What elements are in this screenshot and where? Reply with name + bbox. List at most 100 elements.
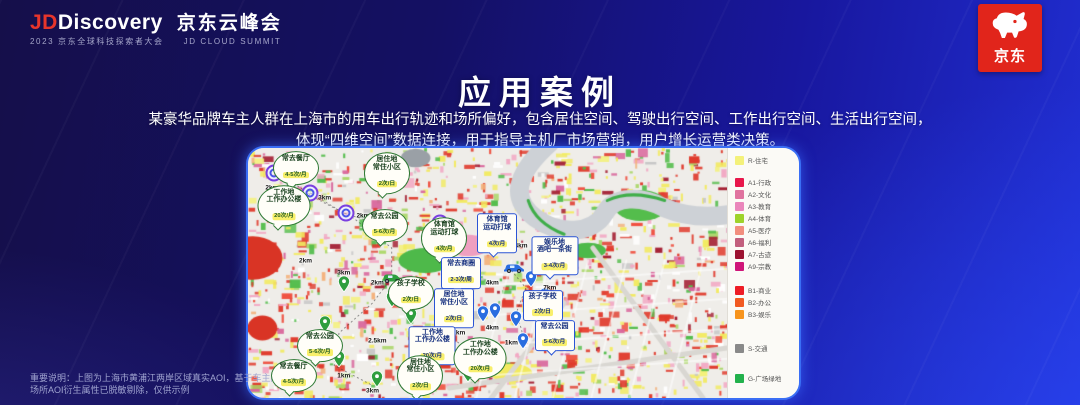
legend-color-chip [735,297,744,307]
legend-item: S-交通 [735,342,795,354]
poi-bubble: 常去商圈 2-3次/周 [441,257,482,289]
legend-color-chip [735,189,744,199]
poi-bubble: 娱乐地 酒吧一条街 3-4次/月 [531,235,579,276]
legend-item: A5-医疗 [735,224,795,236]
map-panel: 2km 3km 2km 2km 3km 4km 7km 1km 2.5km 2km 4km 1km 3k… [246,146,801,400]
footnote-line-1: 重要说明：上图为上海市黄浦江两岸区域真实AOI，基于车主隐私， [30,373,298,383]
poi-bubble: 体育馆 运动打球 4次/月 [477,213,518,253]
poi-visit-frequency: 4-5次/月 [280,379,307,386]
footnote-line-2: 场所AOI衍生属性已脱敏剔除，仅供示例 [30,385,190,395]
map-pin-blue-icon [476,304,489,322]
poi-bubble-title: 孩子学校 [528,292,557,300]
legend-color-chip [735,373,744,383]
poi-bubble-title: 工作办公楼 [462,349,498,357]
intro-line-1: 某豪华品牌车主人群在上海市的用车出行轨迹和场所偏好，包含居住空间、驾驶出行空间、… [148,112,932,128]
jd-logo: 京东 [978,4,1042,72]
jdd-logo-text: JDDiscovery [30,12,163,33]
legend-color-chip [735,201,744,211]
poi-visit-frequency: 2次/日 [443,315,465,323]
poi-bubble-title: 工作地 [469,341,491,349]
poi-bubble-title: 常去公园 [540,322,569,330]
poi-bubble: 工作地 工作办公楼 20次/月 [453,337,507,379]
poi-bubble-title: 常住小区 [439,299,468,307]
legend-item: A9-宗教 [735,260,795,272]
legend-item: A1-行政 [735,176,795,188]
poi-bubble-title: 娱乐地 [544,238,566,246]
legend-color-chip [735,261,744,271]
poi-bubble-title: 居住地 [443,291,465,299]
poi-bubble-title: 运动打球 [430,229,459,237]
legend-label: B1-商业 [748,288,772,295]
poi-visit-frequency: 20次/月 [272,213,296,220]
poi-bubble-title: 常去餐厅 [279,362,308,370]
legend-item: A2-文化 [735,188,795,200]
poi-bubble-title: 工作办公楼 [266,196,302,204]
event-name-cn: 京东云峰会 [176,13,282,34]
legend-color-chip [735,237,744,247]
legend-item: A6-福利 [735,236,795,248]
legend-item: G-广场绿地 [735,372,795,384]
poi-bubble-title: 常去商圈 [447,260,476,268]
jd-dog-icon [990,10,1030,43]
poi-bubble-title: 常去餐厅 [281,155,310,163]
jd-logo-label: 京东 [993,48,1026,65]
poi-visit-frequency: 4次/月 [434,245,455,253]
poi-bubble-title: 工作地 [273,188,295,196]
legend-label: R-住宅 [748,158,768,165]
legend-label: A3-教育 [748,204,772,211]
legend-item: B1-商业 [735,284,795,296]
legend-color-chip [735,155,744,165]
distance-label: 2km [298,257,312,264]
distance-label: 3km [318,194,332,202]
distance-label: 2.5km [368,337,387,344]
map-legend: R-住宅 A1-行政 A2-文化 A3-教育 A4-体育 A5-医疗 A6-福利 A7-古迹 A… [727,148,799,398]
poi-bubble: 居住地 常住小区 2次/日 [397,354,444,397]
poi-visit-frequency: 2次/日 [410,383,431,390]
poi-visit-frequency: 20次/月 [420,353,445,360]
poi-visit-frequency: 4-5次/月 [283,171,309,179]
distance-label: 1km [504,339,518,347]
distance-label: 3km [337,269,351,277]
poi-visit-frequency: 5-6次/月 [371,229,398,236]
distance-label: 4km [485,279,499,287]
intro-text: 某豪华品牌车主人群在上海市的用车出行轨迹和场所偏好，包含居住空间、驾驶出行空间、… [0,110,1080,152]
legend-item: A7-古迹 [735,248,795,260]
legend-label: A9-宗教 [748,264,772,271]
distance-label: 1km [337,372,351,379]
map-annotations-layer: 2km 3km 2km 2km 3km 4km 7km 1km 2.5km 2km 4km 1km 3k… [248,148,727,398]
poi-bubble-title: 常住小区 [406,366,435,374]
distance-label: 2km [356,212,370,219]
jdd-logo-red-part: JD [30,11,58,34]
poi-bubble-title: 体育馆 [486,216,508,224]
footnote: 重要说明：上图为上海市黄浦江两岸区域真实AOI，基于车主隐私， 场所AOI衍生属… [30,372,298,396]
poi-bubble: 孩子学校 2次/日 [387,276,434,310]
poi-bubble: 常去餐厅 4-5次/月 [272,151,319,185]
distance-label: 2km [452,329,466,337]
poi-bubble: 工作地 工作办公楼 20次/月 [257,184,311,227]
poi-bubble: 体育馆 运动打球 4次/月 [421,217,468,259]
legend-label: A4-体育 [748,216,772,223]
legend-label: A6-福利 [748,240,772,247]
distance-label: 4km [514,242,528,249]
legend-item: R-住宅 [735,154,795,166]
intro-line-2: 体现“四维空间”数据连接，用于指导主机厂市场营销，用户增长运营类决策。 [295,133,785,149]
poi-visit-frequency: 3-4次/月 [541,263,568,270]
poi-bubble-title: 运动打球 [483,224,512,232]
poi-bubble: 常去公园 5-6次/月 [296,328,343,363]
legend-item: A3-教育 [735,200,795,212]
legend-color-chip [735,309,744,319]
poi-bubble-title: 体育馆 [433,221,455,229]
page-title: 应用案例 [458,74,622,111]
frequent-place-target-icon [337,204,355,222]
poi-bubble-title: 居住地 [376,156,398,164]
poi-visit-frequency: 2-3次/周 [448,276,474,284]
poi-bubble-title: 酒吧一条街 [537,246,573,254]
poi-bubble: 常去餐厅 4-5次/月 [270,358,317,393]
legend-color-chip [735,249,744,259]
distance-label: 4km [485,324,499,332]
poi-bubble-title: 工作地 [421,328,443,336]
poi-visit-frequency: 2次/日 [400,296,422,304]
distance-label: 2km [370,279,384,287]
event-subtitle-en: JD CLOUD SUMMIT [183,37,282,46]
